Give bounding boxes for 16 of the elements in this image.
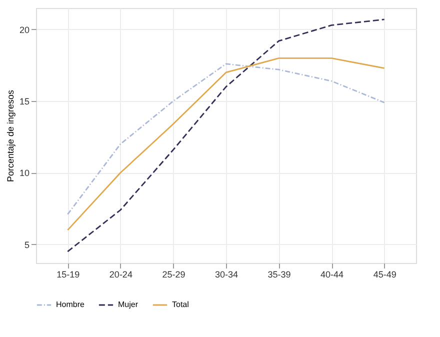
x-tick-label: 30-34 xyxy=(214,270,238,280)
y-tick-label: 20 xyxy=(19,24,30,35)
x-tick-label: 40-44 xyxy=(320,270,344,280)
legend-label: Hombre xyxy=(56,300,86,309)
y-axis-title: Porcentaje de ingresos xyxy=(5,89,16,182)
x-tick-label: 45-49 xyxy=(373,270,396,280)
x-tick-label: 25-29 xyxy=(162,270,186,280)
x-tick-label: 20-24 xyxy=(109,270,132,280)
y-tick-label: 15 xyxy=(19,96,30,107)
legend-label: Mujer xyxy=(118,300,138,309)
legend-label: Total xyxy=(172,300,190,309)
x-tick-label: 15-19 xyxy=(56,270,80,280)
line-series xyxy=(66,18,386,252)
y-tick-label: 5 xyxy=(24,240,30,250)
y-tick-label: 10 xyxy=(19,168,30,178)
x-tick-label: 35-39 xyxy=(268,270,291,280)
